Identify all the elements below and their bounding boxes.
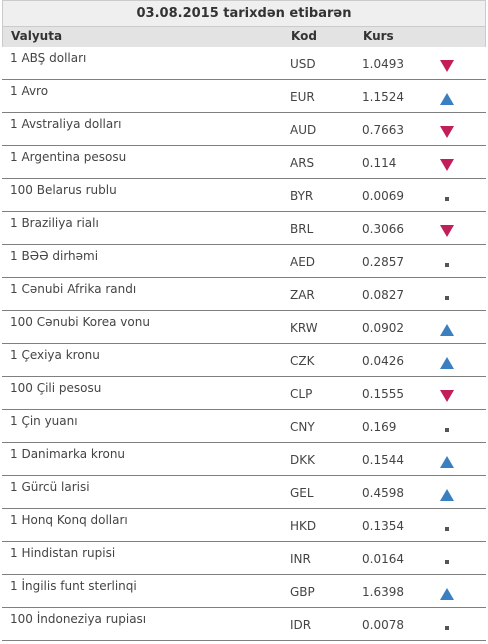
triangle-up-icon xyxy=(440,588,454,600)
triangle-down-icon xyxy=(440,126,454,138)
currency-rate: 0.0078 xyxy=(362,618,404,632)
currency-rate: 0.2857 xyxy=(362,255,404,269)
currency-rate: 0.114 xyxy=(362,156,397,170)
table-header: Valyuta Kod Kurs xyxy=(2,27,486,47)
currency-name: 1 Hindistan rupisi xyxy=(10,546,116,560)
currency-code: CNY xyxy=(290,420,315,434)
header-rate: Kurs xyxy=(363,29,394,43)
table-row: 1 Honq Konq dolları HKD 0.1354 xyxy=(2,509,486,542)
currency-rate: 0.4598 xyxy=(362,486,404,500)
currency-code: DKK xyxy=(290,453,315,467)
square-dot-icon xyxy=(445,428,449,432)
triangle-down-icon xyxy=(440,159,454,171)
currency-code: USD xyxy=(290,57,316,71)
currency-name: 1 Avstraliya dolları xyxy=(10,117,122,131)
table-row: 1 ABŞ dolları USD 1.0493 xyxy=(2,47,486,80)
currency-name: 1 Danimarka kronu xyxy=(10,447,126,461)
triangle-up-icon xyxy=(440,324,454,336)
currency-rate: 0.3066 xyxy=(362,222,404,236)
table-row: 1 Gürcü larisi GEL 0.4598 xyxy=(2,476,486,509)
currency-rate: 0.0426 xyxy=(362,354,404,368)
currency-rate: 0.0827 xyxy=(362,288,404,302)
square-dot-icon xyxy=(445,296,449,300)
currency-rate: 0.1544 xyxy=(362,453,404,467)
currency-rate: 0.0164 xyxy=(362,552,404,566)
table-row: 100 Cənubi Korea vonu KRW 0.0902 xyxy=(2,311,486,344)
currency-name: 1 Argentina pesosu xyxy=(10,150,127,164)
currency-name: 1 Cənubi Afrika randı xyxy=(10,282,137,296)
currency-rate: 1.6398 xyxy=(362,585,404,599)
header-currency: Valyuta xyxy=(11,29,63,43)
table-row: 1 Çin yuanı CNY 0.169 xyxy=(2,410,486,443)
triangle-up-icon xyxy=(440,456,454,468)
table-row: 1 Çexiya kronu CZK 0.0426 xyxy=(2,344,486,377)
triangle-down-icon xyxy=(440,60,454,72)
table-row: 100 Belarus rublu BYR 0.0069 xyxy=(2,179,486,212)
square-dot-icon xyxy=(445,263,449,267)
currency-rate: 1.0493 xyxy=(362,57,404,71)
currency-name: 100 Cənubi Korea vonu xyxy=(10,315,150,329)
currency-code: IDR xyxy=(290,618,312,632)
table-row: 1 BƏƏ dirhəmi AED 0.2857 xyxy=(2,245,486,278)
currency-rate: 1.1524 xyxy=(362,90,404,104)
triangle-up-icon xyxy=(440,93,454,105)
currency-code: AUD xyxy=(290,123,317,137)
table-row: 1 İngilis funt sterlinqi GBP 1.6398 xyxy=(2,575,486,608)
currency-code: GBP xyxy=(290,585,315,599)
currency-code: HKD xyxy=(290,519,317,533)
triangle-up-icon xyxy=(440,489,454,501)
currency-name: 1 Braziliya rialı xyxy=(10,216,99,230)
currency-code: AED xyxy=(290,255,316,269)
currency-name: 100 Belarus rublu xyxy=(10,183,117,197)
header-code: Kod xyxy=(291,29,317,43)
table-row: 1 Danimarka kronu DKK 0.1544 xyxy=(2,443,486,476)
currency-code: BRL xyxy=(290,222,314,236)
currency-code: CZK xyxy=(290,354,315,368)
currency-name: 1 ABŞ dolları xyxy=(10,51,87,65)
table-row: 1 Avstraliya dolları AUD 0.7663 xyxy=(2,113,486,146)
currency-name: 1 Gürcü larisi xyxy=(10,480,90,494)
table-row: 1 Argentina pesosu ARS 0.114 xyxy=(2,146,486,179)
currency-code: GEL xyxy=(290,486,314,500)
table-row: 1 Cənubi Afrika randı ZAR 0.0827 xyxy=(2,278,486,311)
currency-rate: 0.169 xyxy=(362,420,397,434)
currency-code: KRW xyxy=(290,321,318,335)
currency-rate: 0.1555 xyxy=(362,387,404,401)
currency-code: BYR xyxy=(290,189,314,203)
currency-name: 1 Çexiya kronu xyxy=(10,348,100,362)
table-row: 1 Hindistan rupisi INR 0.0164 xyxy=(2,542,486,575)
currency-name: 1 Honq Konq dolları xyxy=(10,513,128,527)
currency-name: 1 Çin yuanı xyxy=(10,414,78,428)
triangle-down-icon xyxy=(440,225,454,237)
square-dot-icon xyxy=(445,197,449,201)
table-row: 1 Braziliya rialı BRL 0.3066 xyxy=(2,212,486,245)
currency-code: ARS xyxy=(290,156,315,170)
currency-rate: 0.0069 xyxy=(362,189,404,203)
square-dot-icon xyxy=(445,527,449,531)
currency-code: EUR xyxy=(290,90,315,104)
table-row: 100 Çili pesosu CLP 0.1555 xyxy=(2,377,486,410)
currency-code: INR xyxy=(290,552,311,566)
currency-code: CLP xyxy=(290,387,313,401)
currency-name: 1 Avro xyxy=(10,84,49,98)
square-dot-icon xyxy=(445,626,449,630)
triangle-up-icon xyxy=(440,357,454,369)
currency-rate: 0.7663 xyxy=(362,123,404,137)
currency-name: 1 İngilis funt sterlinqi xyxy=(10,579,137,593)
currency-rate: 0.0902 xyxy=(362,321,404,335)
currency-name: 100 Çili pesosu xyxy=(10,381,102,395)
table-title: 03.08.2015 tarixdən etibarən xyxy=(2,0,486,27)
currency-rate: 0.1354 xyxy=(362,519,404,533)
currency-code: ZAR xyxy=(290,288,315,302)
square-dot-icon xyxy=(445,560,449,564)
table-row: 100 İndoneziya rupiası IDR 0.0078 xyxy=(2,608,486,641)
table-body: 1 ABŞ dolları USD 1.0493 1 Avro EUR 1.1524 1 A… xyxy=(2,47,486,641)
currency-name: 1 BƏƏ dirhəmi xyxy=(10,249,99,263)
triangle-down-icon xyxy=(440,390,454,402)
table-row: 1 Avro EUR 1.1524 xyxy=(2,80,486,113)
currency-name: 100 İndoneziya rupiası xyxy=(10,612,147,626)
